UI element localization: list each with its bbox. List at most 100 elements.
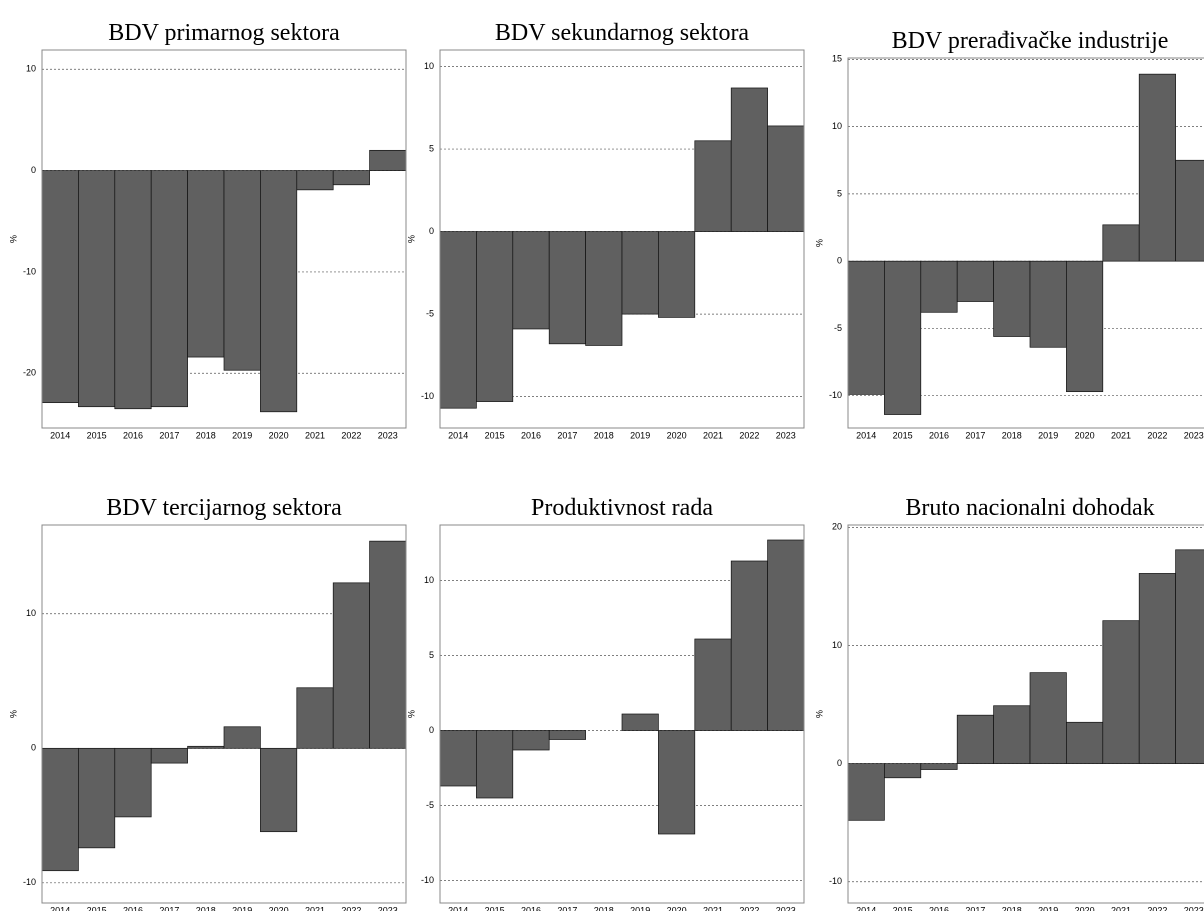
bar xyxy=(439,730,477,787)
chart-title: Produktivnost rada xyxy=(531,495,713,521)
bar xyxy=(884,763,922,779)
chart-title: BDV tercijarnog sektora xyxy=(106,495,342,521)
x-tick-label: 2019 xyxy=(1038,905,1058,911)
x-tick-label: 2023 xyxy=(776,905,796,911)
chart-title: BDV sekundarnog sektora xyxy=(495,20,750,46)
y-axis-label: % xyxy=(814,239,824,247)
bar xyxy=(993,705,1031,764)
plot-frame xyxy=(439,524,805,904)
x-tick-label: 2016 xyxy=(123,430,143,440)
bar xyxy=(223,170,261,371)
bar xyxy=(223,726,261,749)
plot-frame xyxy=(847,524,1204,904)
x-tick-label: 2023 xyxy=(378,905,398,911)
x-tick-label: 2021 xyxy=(305,905,325,911)
bar xyxy=(78,170,116,408)
bar xyxy=(1066,260,1104,393)
bar xyxy=(767,125,805,232)
plot-frame xyxy=(847,57,1204,429)
bar xyxy=(1029,672,1067,764)
x-tick-label: 2018 xyxy=(196,905,216,911)
y-tick-label: -10 xyxy=(23,877,36,887)
x-tick-label: 2015 xyxy=(87,905,107,911)
x-tick-label: 2021 xyxy=(305,430,325,440)
bar xyxy=(1175,159,1204,262)
bar xyxy=(548,231,586,345)
bar xyxy=(1102,620,1140,764)
y-tick-label: 0 xyxy=(837,758,842,768)
x-tick-label: 2014 xyxy=(50,430,70,440)
y-tick-label: 10 xyxy=(832,640,842,650)
chart-panel: -10 0 10 2014 2015 2016 2017 2018 2019 2020 2021 20… xyxy=(8,495,407,911)
bar xyxy=(476,730,514,799)
bar xyxy=(658,231,696,318)
y-tick-label: 15 xyxy=(832,54,842,64)
x-tick-label: 2019 xyxy=(1038,430,1058,440)
bar xyxy=(114,170,152,410)
y-tick-label: 5 xyxy=(837,188,842,198)
x-tick-label: 2021 xyxy=(703,905,723,911)
x-tick-label: 2022 xyxy=(1147,430,1167,440)
bar xyxy=(1175,549,1204,764)
x-tick-label: 2023 xyxy=(1184,905,1204,911)
bar xyxy=(439,231,477,409)
x-tick-label: 2018 xyxy=(1002,905,1022,911)
x-tick-label: 2018 xyxy=(196,430,216,440)
bar xyxy=(260,747,298,833)
bar xyxy=(730,560,768,731)
bar xyxy=(260,170,298,413)
plot-frame xyxy=(439,49,805,429)
bar xyxy=(1138,573,1176,764)
y-tick-label: 0 xyxy=(837,256,842,266)
x-tick-label: 2016 xyxy=(123,905,143,911)
x-tick-label: 2022 xyxy=(341,905,361,911)
bar xyxy=(658,730,696,835)
x-tick-label: 2019 xyxy=(630,430,650,440)
bar xyxy=(296,687,334,749)
x-tick-label: 2022 xyxy=(739,430,759,440)
bar xyxy=(476,231,514,402)
y-axis-label: % xyxy=(814,710,824,718)
bar xyxy=(150,170,188,408)
x-tick-label: 2014 xyxy=(448,905,468,911)
x-tick-label: 2021 xyxy=(1111,430,1131,440)
y-tick-label: 10 xyxy=(26,608,36,618)
bar xyxy=(585,231,623,346)
x-tick-label: 2018 xyxy=(594,430,614,440)
bar xyxy=(1029,260,1067,348)
bar xyxy=(621,231,659,315)
y-tick-label: 10 xyxy=(424,61,434,71)
y-tick-label: -5 xyxy=(426,308,434,318)
bar xyxy=(884,260,922,415)
x-tick-label: 2015 xyxy=(893,905,913,911)
x-tick-label: 2016 xyxy=(929,430,949,440)
y-tick-label: -5 xyxy=(834,323,842,333)
bar xyxy=(1138,73,1176,262)
bar xyxy=(956,260,994,302)
bar xyxy=(694,638,732,731)
y-axis-label: % xyxy=(406,235,416,243)
bar xyxy=(548,730,586,740)
x-tick-label: 2020 xyxy=(269,905,289,911)
x-tick-label: 2015 xyxy=(893,430,913,440)
x-tick-label: 2015 xyxy=(485,430,505,440)
bar xyxy=(1102,224,1140,262)
x-tick-label: 2017 xyxy=(557,430,577,440)
x-tick-label: 2022 xyxy=(341,430,361,440)
bar xyxy=(512,231,550,330)
y-tick-label: -10 xyxy=(421,391,434,401)
y-tick-label: 5 xyxy=(429,143,434,153)
y-axis-label: % xyxy=(406,710,416,718)
x-tick-label: 2023 xyxy=(776,430,796,440)
x-tick-label: 2016 xyxy=(929,905,949,911)
chart-panel: -10 -5 0 5 10 2014 2015 2016 2017 2018 2019 2020 202… xyxy=(406,495,805,911)
x-tick-label: 2018 xyxy=(594,905,614,911)
x-tick-label: 2019 xyxy=(232,430,252,440)
y-axis-label: % xyxy=(8,235,18,243)
y-tick-label: 0 xyxy=(31,743,36,753)
bar xyxy=(621,713,659,731)
bar xyxy=(78,747,116,849)
bar xyxy=(1066,721,1104,764)
x-tick-label: 2022 xyxy=(1147,905,1167,911)
